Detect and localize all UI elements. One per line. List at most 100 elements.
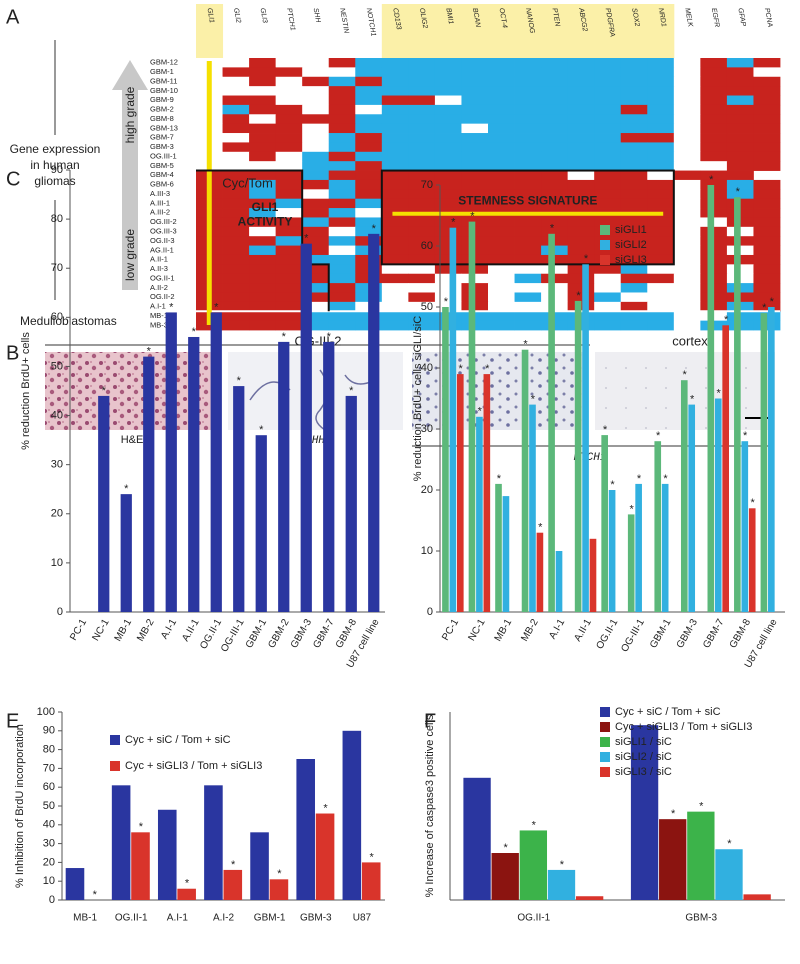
heatmap-cell — [541, 76, 569, 87]
heatmap-cell — [222, 133, 250, 143]
heatmap-cell — [647, 161, 675, 171]
heatmap-cell — [381, 67, 409, 78]
heatmap-cell — [673, 198, 701, 209]
bar — [456, 374, 464, 612]
heatmap-cell — [434, 273, 462, 284]
heatmap-cell — [700, 104, 728, 115]
heatmap-cell — [381, 95, 409, 106]
significance: * — [736, 186, 741, 198]
heatmap-cell — [222, 217, 250, 228]
x-tick-label: GBM-8 — [728, 617, 754, 650]
heatmap-cell — [196, 320, 223, 331]
heatmap-cell — [275, 292, 303, 303]
heatmap-cell — [328, 142, 356, 153]
heatmap-cell — [567, 142, 595, 153]
heatmap-cell — [328, 217, 356, 228]
heatmap-cell — [541, 161, 569, 171]
heatmap-cell — [620, 86, 648, 96]
bar — [582, 264, 589, 612]
heatmap-cell — [302, 217, 330, 228]
heatmap-cell — [249, 320, 277, 331]
legend-swatch — [600, 737, 610, 747]
heatmap-cell — [753, 151, 781, 162]
bar — [157, 809, 177, 900]
image-label: cortex — [672, 333, 708, 348]
legend-swatch — [600, 240, 610, 250]
heatmap-cell — [302, 311, 330, 322]
x-tick-label: GBM-3 — [685, 913, 717, 924]
heatmap-cell — [302, 95, 330, 106]
heatmap-cell — [620, 161, 648, 171]
y-tick-label: 0 — [49, 894, 55, 906]
legend-label: Cyc + siGLI3 / Tom + siGLI3 — [125, 760, 262, 772]
heatmap-cell — [753, 67, 781, 78]
heatmap-cell — [249, 301, 277, 312]
heatmap-cell — [753, 189, 781, 200]
heatmap-cell — [328, 208, 356, 218]
column-label: OCT-4 — [497, 7, 507, 28]
significance: * — [532, 819, 537, 831]
heatmap-cell — [222, 179, 250, 190]
heatmap-cell — [275, 58, 303, 68]
heatmap-cell — [328, 311, 356, 322]
heatmap-cell — [594, 133, 622, 143]
heatmap-cell — [222, 264, 250, 275]
heatmap-cell — [673, 179, 701, 190]
row-label: GBM-12 — [150, 58, 178, 67]
bar — [589, 538, 597, 612]
heatmap-cell — [753, 283, 781, 293]
heatmap-cell — [434, 226, 462, 237]
heatmap-cell — [567, 161, 595, 171]
heatmap-cell — [249, 151, 277, 162]
heatmap-cell — [408, 142, 436, 153]
heatmap-cell — [647, 198, 675, 209]
significance: * — [459, 363, 464, 375]
heatmap-cell — [249, 189, 277, 200]
heatmap-cell — [700, 179, 728, 190]
heatmap-cell — [514, 320, 542, 331]
heatmap-cell — [620, 76, 648, 87]
heatmap-cell — [647, 179, 675, 190]
bar — [210, 312, 222, 612]
heatmap-cell — [673, 264, 701, 275]
bar — [278, 341, 290, 612]
bar — [630, 725, 659, 900]
heatmap-cell — [328, 226, 356, 237]
heatmap-cell — [488, 179, 515, 190]
y-tick-label: 20 — [51, 508, 63, 520]
heatmap-cell — [541, 133, 569, 143]
heatmap-cell — [541, 151, 569, 162]
heatmap-cell — [488, 114, 515, 125]
header-highlight — [461, 4, 489, 58]
heatmap-cell — [249, 292, 277, 303]
heatmap-cell — [408, 76, 436, 87]
heatmap-cell — [434, 179, 462, 190]
heatmap-cell — [700, 170, 728, 181]
row-label: GBM-5 — [150, 161, 174, 170]
heatmap-cell — [222, 114, 250, 125]
heatmap-cell — [647, 67, 675, 78]
heatmap-cell — [567, 236, 595, 246]
heatmap-cell — [434, 189, 462, 200]
row-label: GBM-13 — [150, 123, 178, 132]
significance: * — [282, 331, 287, 343]
header-highlight — [620, 4, 648, 58]
heatmap-cell — [461, 86, 489, 96]
heatmap-cell — [302, 320, 330, 331]
column-label: SOX2 — [630, 7, 640, 27]
significance: * — [102, 385, 107, 397]
column-label: NOTCH1 — [365, 7, 377, 37]
row-label: OG.II-2 — [150, 292, 175, 301]
heatmap-cell — [753, 198, 781, 209]
heatmap-cell — [275, 86, 303, 96]
heatmap-cell — [514, 264, 542, 275]
heatmap-cell — [275, 161, 303, 171]
bar — [165, 312, 177, 612]
y-axis-label: % Increase of caspase3 positive cells — [424, 714, 436, 897]
heatmap-cell — [541, 198, 569, 209]
heatmap-cell — [249, 283, 277, 293]
heatmap-cell — [700, 133, 728, 143]
heatmap-cell — [647, 226, 675, 237]
panel-label: E — [6, 710, 19, 732]
x-tick-label: MB-1 — [113, 617, 135, 644]
